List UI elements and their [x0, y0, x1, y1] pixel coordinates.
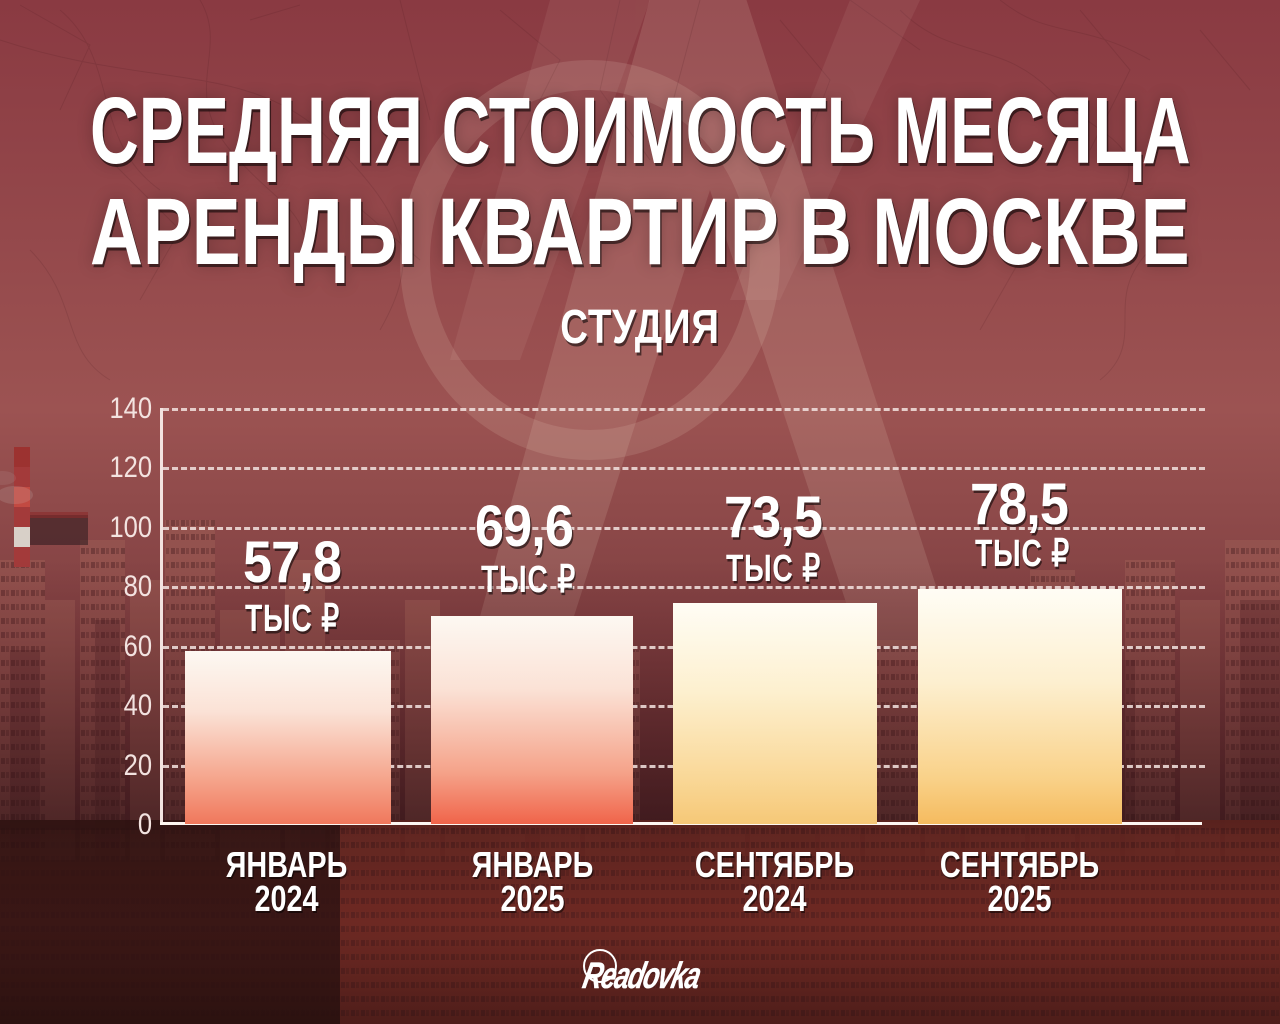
svg-text:Readovka: Readovka: [580, 954, 705, 996]
